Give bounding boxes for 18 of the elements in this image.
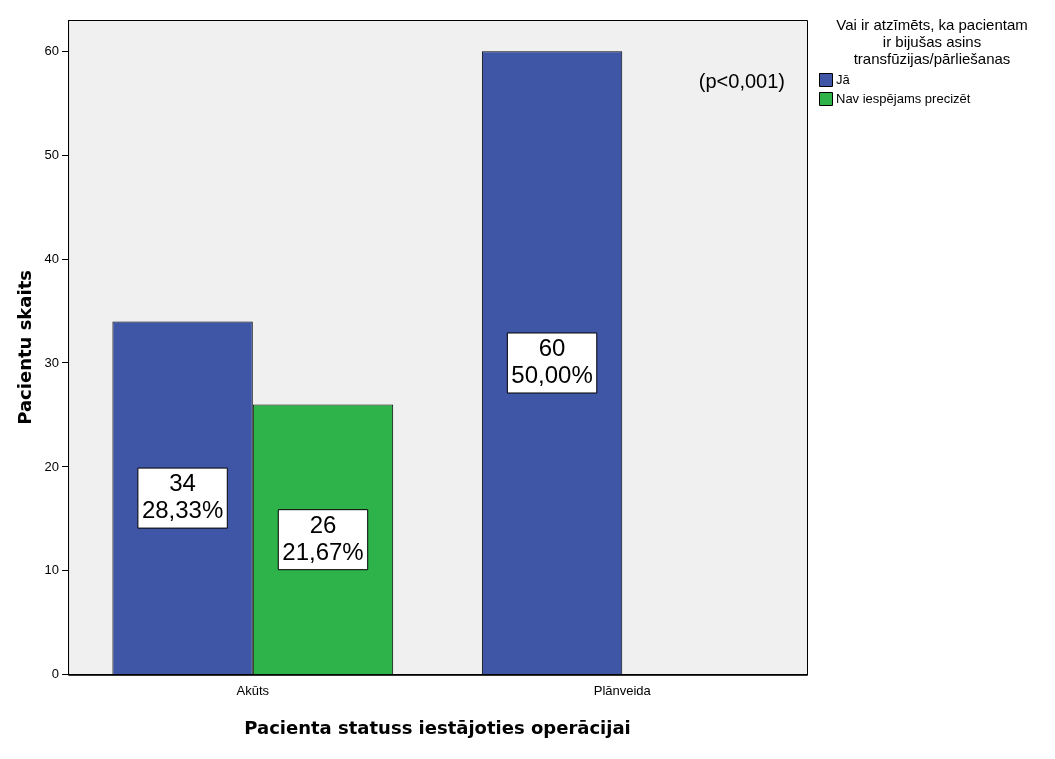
x-tick-label: Akūts xyxy=(236,683,270,699)
y-tick-label: 40 xyxy=(44,250,60,266)
data-label: 26 21,67% xyxy=(282,510,364,565)
y-tick-label: 0 xyxy=(51,666,60,682)
y-tick-label: 10 xyxy=(44,562,60,578)
annotation: (p<0,001) xyxy=(698,69,785,92)
data-label: 34 28,33% xyxy=(141,469,224,524)
legend-label: Jā xyxy=(836,71,851,87)
legend-label: Nav iespējams precizēt xyxy=(836,90,971,106)
x-tick-label: Plānveida xyxy=(593,683,652,699)
y-axis-title: Pacientu skaits xyxy=(14,270,36,425)
y-tick-label: 30 xyxy=(44,354,60,370)
legend-title: Vai ir atzīmēts, ka pacientam ir bijušas asins transfūzijas/pārliešanas xyxy=(836,15,1028,67)
y-tick-label: 20 xyxy=(44,458,60,474)
y-tick-label: 60 xyxy=(44,42,60,58)
y-tick-label: 50 xyxy=(44,146,60,162)
x-axis-title: Pacienta statuss iestājoties operācijai xyxy=(244,716,631,738)
data-label: 60 50,00% xyxy=(511,334,593,389)
